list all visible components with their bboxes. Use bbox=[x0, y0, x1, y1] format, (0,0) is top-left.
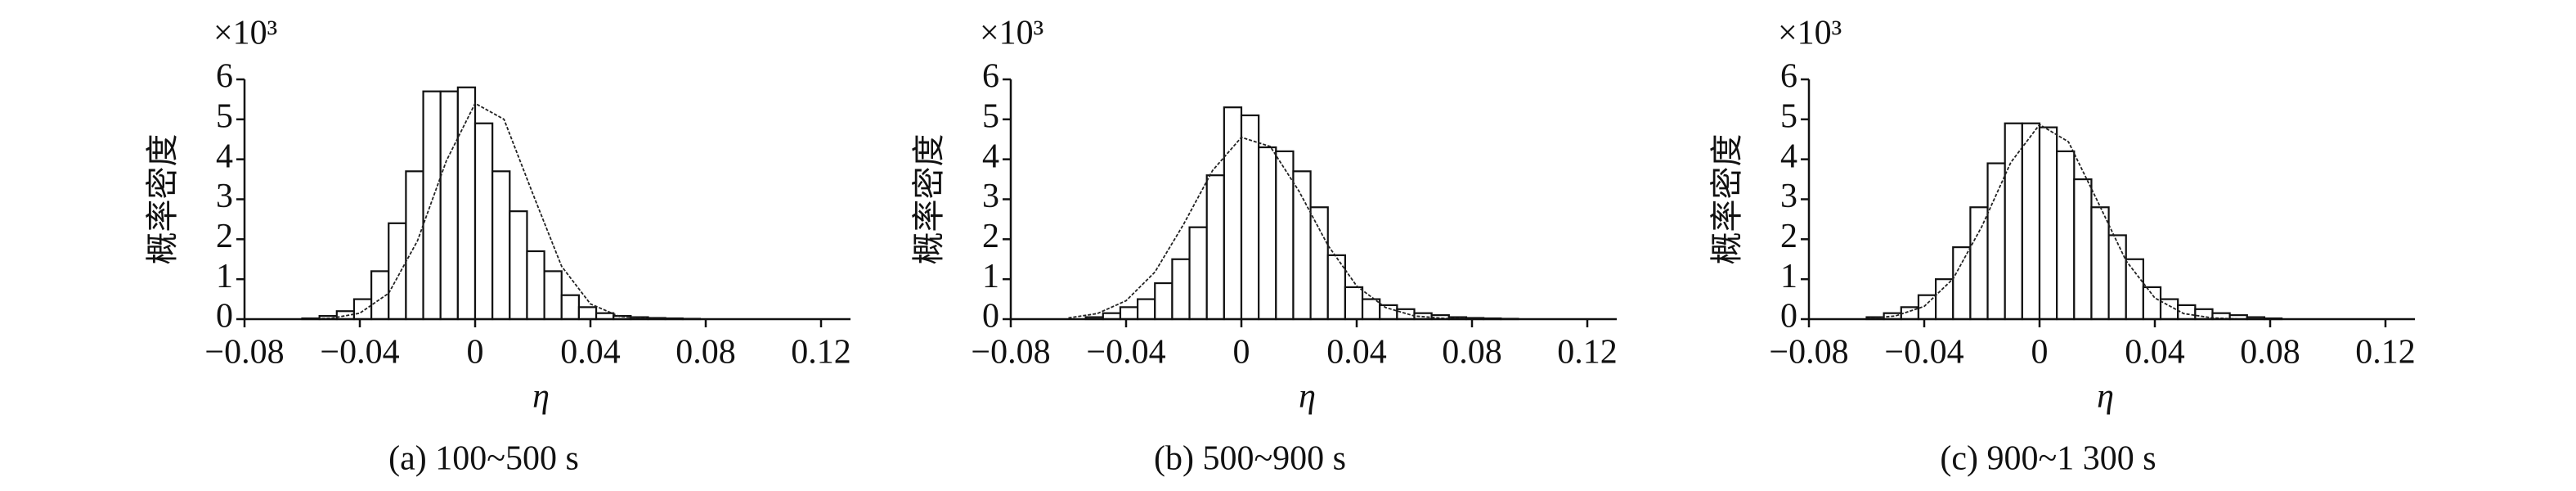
x-tick-label: −0.08 bbox=[1769, 334, 1848, 372]
x-tick-label: 0.12 bbox=[791, 334, 851, 372]
x-tick-label: −0.08 bbox=[971, 334, 1050, 372]
x-tick-label: 0.08 bbox=[1442, 334, 1502, 372]
bar bbox=[2073, 178, 2093, 321]
bar bbox=[2021, 122, 2041, 321]
bar bbox=[2142, 286, 2162, 321]
y-multiplier: ×10³ bbox=[980, 15, 1043, 52]
bar bbox=[2194, 308, 2214, 321]
bar bbox=[1258, 146, 1277, 321]
bar bbox=[1275, 150, 1295, 321]
bar bbox=[1309, 206, 1329, 321]
y-axis-label: 概率密度 bbox=[910, 134, 948, 265]
y-tick-label: 4 bbox=[1780, 137, 1797, 175]
y-tick-label: 0 bbox=[982, 298, 999, 336]
x-tick-label: −0.08 bbox=[204, 334, 284, 372]
density-curve bbox=[1866, 124, 2270, 320]
x-tick-label: −0.04 bbox=[1086, 334, 1165, 372]
bar bbox=[1188, 226, 1208, 321]
bar bbox=[1154, 282, 1174, 321]
y-tick-label: 5 bbox=[982, 97, 999, 135]
caption: (c) 900~1 300 s bbox=[1940, 440, 2156, 478]
bar bbox=[439, 90, 459, 321]
y-tick-label: 1 bbox=[216, 258, 233, 295]
y-multiplier: ×10³ bbox=[1778, 15, 1842, 52]
x-axis-label: η bbox=[532, 378, 550, 416]
x-tick-label: −0.04 bbox=[320, 334, 399, 372]
bar bbox=[1119, 306, 1139, 321]
y-tick-label: 5 bbox=[1780, 97, 1797, 135]
bar bbox=[2090, 206, 2110, 321]
bar bbox=[1292, 170, 1312, 321]
x-tick-label: 0.12 bbox=[1557, 334, 1618, 372]
x-tick-label: 0 bbox=[1233, 334, 1250, 372]
bar bbox=[1935, 278, 1954, 321]
x-tick-label: 0.12 bbox=[2355, 334, 2416, 372]
y-tick-label: 5 bbox=[216, 97, 233, 135]
bar bbox=[2125, 258, 2144, 321]
bar bbox=[491, 170, 511, 321]
bar bbox=[2056, 150, 2076, 321]
bar bbox=[1969, 206, 1989, 321]
x-tick-label: 0.04 bbox=[560, 334, 621, 372]
x-tick-label: 0.04 bbox=[2125, 334, 2185, 372]
x-tick-label: 0 bbox=[467, 334, 484, 372]
density-curve bbox=[1068, 136, 1501, 320]
density-curve bbox=[302, 102, 706, 320]
x-tick-label: 0.08 bbox=[2240, 334, 2300, 372]
x-axis-label: η bbox=[1299, 378, 1316, 416]
bar bbox=[352, 298, 373, 321]
bar bbox=[1952, 246, 1972, 321]
y-tick-label: 6 bbox=[1780, 58, 1797, 96]
y-axis-label: 概率密度 bbox=[1708, 134, 1746, 265]
y-tick-label: 4 bbox=[216, 137, 233, 175]
caption: (b) 500~900 s bbox=[1154, 440, 1346, 478]
y-tick-label: 2 bbox=[216, 218, 233, 255]
bar bbox=[422, 90, 442, 321]
y-tick-label: 0 bbox=[1780, 298, 1797, 336]
bar bbox=[1240, 114, 1260, 321]
y-tick-label: 2 bbox=[982, 218, 999, 255]
bar bbox=[2004, 122, 2023, 321]
bar bbox=[2107, 234, 2127, 321]
y-tick-label: 4 bbox=[982, 137, 999, 175]
y-tick-label: 2 bbox=[1780, 218, 1797, 255]
bar bbox=[1326, 254, 1346, 321]
bar bbox=[1205, 174, 1225, 321]
y-tick-label: 1 bbox=[1780, 258, 1797, 295]
x-tick-label: −0.04 bbox=[1884, 334, 1963, 372]
y-axis-label: 概率密度 bbox=[144, 134, 182, 265]
bar bbox=[1379, 304, 1398, 321]
y-tick-label: 3 bbox=[216, 178, 233, 215]
bar bbox=[1986, 162, 2006, 321]
y-tick-label: 3 bbox=[982, 178, 999, 215]
y-tick-label: 6 bbox=[982, 58, 999, 96]
bar bbox=[509, 210, 528, 321]
bar bbox=[1223, 106, 1243, 321]
bar bbox=[388, 222, 407, 321]
y-multiplier: ×10³ bbox=[213, 15, 277, 52]
bar bbox=[1171, 258, 1191, 321]
bar bbox=[2177, 304, 2197, 321]
bar bbox=[577, 306, 598, 321]
y-tick-label: 0 bbox=[216, 298, 233, 336]
bar bbox=[1136, 298, 1156, 321]
x-axis-label: η bbox=[2097, 378, 2114, 416]
x-tick-label: 0.04 bbox=[1326, 334, 1387, 372]
x-tick-label: 0 bbox=[2031, 334, 2049, 372]
y-tick-label: 1 bbox=[982, 258, 999, 295]
bar bbox=[1396, 308, 1416, 321]
bar bbox=[473, 122, 494, 321]
bar bbox=[543, 270, 563, 321]
bar bbox=[2038, 126, 2058, 321]
bar bbox=[526, 250, 545, 321]
x-tick-label: 0.08 bbox=[675, 334, 736, 372]
bar bbox=[560, 294, 580, 321]
y-tick-label: 6 bbox=[216, 58, 233, 96]
bar bbox=[1344, 286, 1364, 321]
caption: (a) 100~500 s bbox=[388, 440, 579, 478]
y-tick-label: 3 bbox=[1780, 178, 1797, 215]
